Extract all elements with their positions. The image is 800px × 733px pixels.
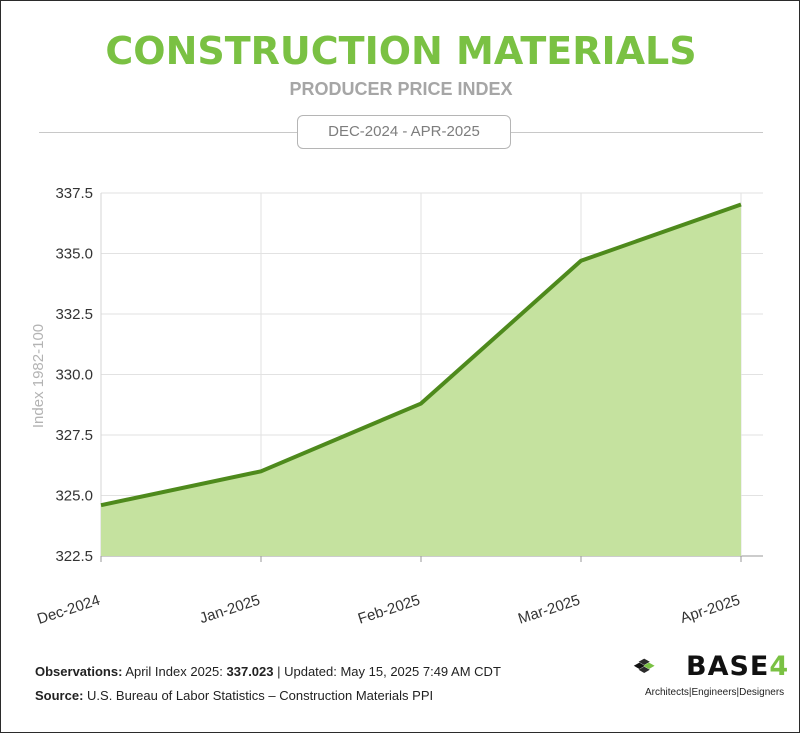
page-subtitle: PRODUCER PRICE INDEX bbox=[289, 79, 513, 99]
logo-wordmark: BASE4 bbox=[686, 651, 789, 682]
observations-label: Observations: bbox=[35, 664, 123, 679]
base4-logo-icon bbox=[633, 658, 655, 673]
y-tick-label: 327.5 bbox=[55, 427, 93, 444]
area-fill bbox=[101, 204, 741, 556]
observations-text: April Index 2025: bbox=[122, 664, 227, 679]
logo-word: BASE bbox=[686, 651, 770, 682]
page-title: CONSTRUCTION MATERIALS bbox=[105, 29, 697, 73]
y-tick-label: 335.0 bbox=[55, 246, 93, 263]
y-axis-label: Index 1982-100 bbox=[30, 324, 47, 428]
y-tick-label: 330.0 bbox=[55, 367, 93, 384]
logo-number: 4 bbox=[769, 651, 790, 682]
x-tick-label: Feb-2025 bbox=[356, 592, 422, 628]
source-text: U.S. Bureau of Labor Statistics – Constr… bbox=[83, 688, 434, 703]
observations-updated: | Updated: May 15, 2025 7:49 AM CDT bbox=[273, 664, 501, 679]
series-line bbox=[100, 202, 742, 508]
y-tick-label: 325.0 bbox=[55, 488, 93, 505]
y-tick-label: 322.5 bbox=[55, 548, 93, 565]
y-tick-label: 337.5 bbox=[55, 185, 93, 202]
x-tick-label: Jan-2025 bbox=[197, 592, 262, 628]
x-axis-ticks: Dec-2024 Jan-2025 Feb-2025 Mar-2025 Apr-2025 bbox=[35, 556, 742, 628]
observations-note: Observations: April Index 2025: 337.023 … bbox=[35, 664, 501, 679]
source-note: Source: U.S. Bureau of Labor Statistics … bbox=[35, 688, 433, 703]
source-label: Source: bbox=[35, 688, 84, 703]
y-axis-ticks: 322.5 325.0 327.5 330.0 332.5 335.0 337.5 bbox=[55, 185, 93, 565]
date-range-badge: DEC-2024 - APR-2025 bbox=[297, 115, 511, 149]
observations-value: 337.023 bbox=[226, 664, 274, 679]
x-tick-label: Mar-2025 bbox=[516, 592, 582, 628]
logo-tagline: Architects|Engineers|Designers bbox=[645, 687, 785, 698]
divider-left bbox=[39, 132, 297, 133]
y-tick-label: 332.5 bbox=[55, 306, 93, 323]
x-tick-label: Apr-2025 bbox=[678, 592, 742, 627]
x-tick-label: Dec-2024 bbox=[35, 592, 102, 628]
divider-right bbox=[511, 132, 763, 133]
